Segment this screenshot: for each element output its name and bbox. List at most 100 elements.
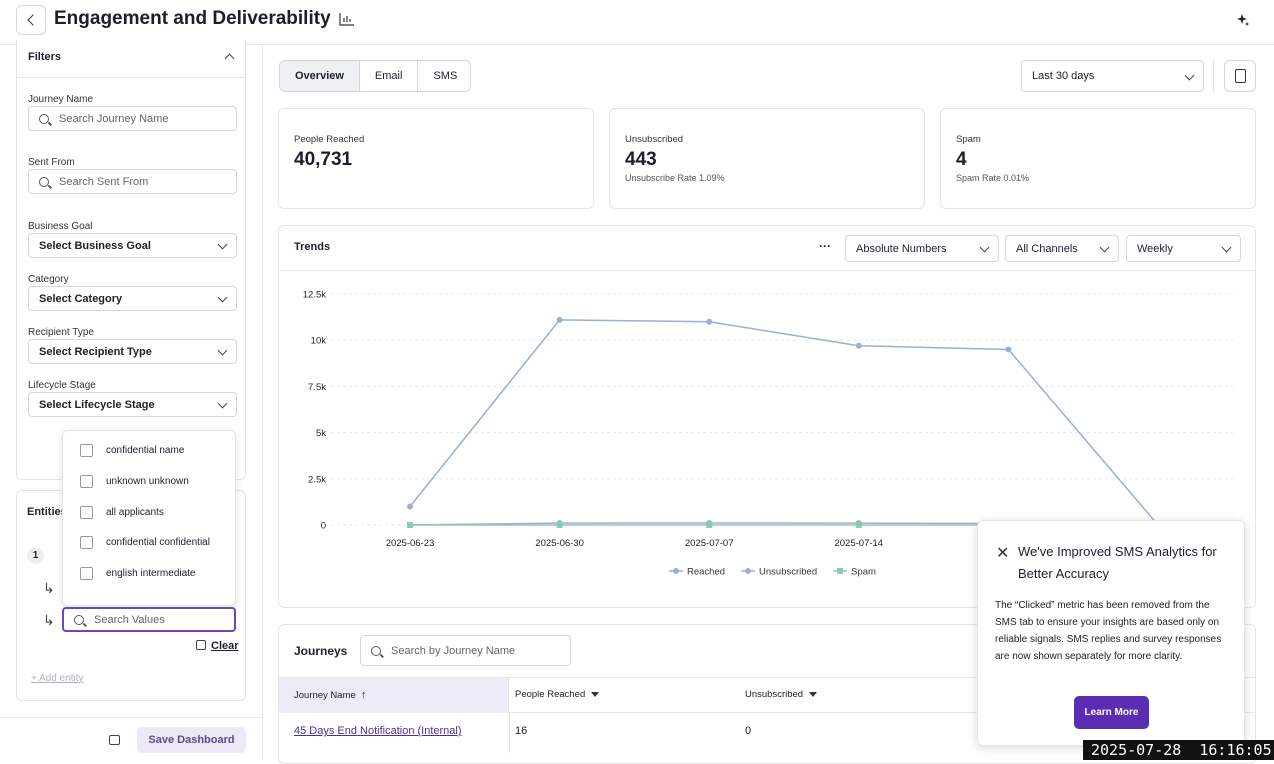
chevron	[218, 399, 228, 409]
learn-more-button[interactable]: Learn More	[1074, 696, 1149, 729]
point	[407, 504, 413, 510]
search-input[interactable]: Search Sent From	[28, 169, 237, 194]
point	[557, 317, 563, 323]
trend-select[interactable]: Absolute Numbers	[845, 235, 999, 262]
kpi-sub: Unsubscribe Rate 1.09%	[625, 173, 725, 183]
trend-select[interactable]: All Channels	[1005, 235, 1119, 262]
option[interactable]: english intermediate	[80, 567, 196, 580]
journey-search[interactable]: Search by Journey Name	[360, 635, 571, 666]
select-input[interactable]: Select Category	[28, 286, 237, 311]
report-button[interactable]	[1224, 60, 1256, 92]
chevron	[218, 293, 228, 303]
y-tick-label: 5k	[316, 428, 326, 439]
option[interactable]: all applicants	[80, 506, 164, 519]
point	[856, 343, 862, 349]
legend-marker	[745, 568, 751, 574]
x-tick-label: 2025-07-14	[834, 538, 883, 549]
y-tick-label: 2.5k	[308, 474, 326, 485]
point	[706, 522, 712, 528]
x-tick-label: 2025-06-30	[535, 538, 584, 549]
select-input[interactable]: Select Lifecycle Stage	[28, 392, 237, 417]
series-line	[410, 320, 1158, 525]
chevron	[1222, 243, 1232, 253]
tab[interactable]: SMS	[418, 61, 471, 91]
sparkle-icon[interactable]	[1236, 13, 1250, 27]
chart-icon	[339, 12, 355, 26]
column-header[interactable]: Unsubscribed	[745, 689, 817, 700]
back-button[interactable]	[16, 5, 46, 35]
clear-icon	[196, 640, 206, 650]
search-icon	[39, 114, 49, 124]
chevron	[218, 346, 228, 356]
chevron	[218, 240, 228, 250]
kpi-value: 40,731	[294, 149, 352, 171]
select-input[interactable]: Select Recipient Type	[28, 339, 237, 364]
legend-marker	[673, 568, 679, 574]
divider	[1213, 60, 1214, 92]
column-header[interactable]: Journey Name ↑	[294, 689, 366, 701]
column-title: Journey Name	[294, 690, 356, 701]
field-label: Recipient Type	[28, 327, 94, 338]
date-range-select[interactable]: Last 30 days	[1021, 60, 1204, 92]
search-input[interactable]: Search Journey Name	[28, 106, 237, 131]
x-tick-label: 2025-06-23	[386, 538, 435, 549]
y-tick-label: 10k	[311, 336, 327, 347]
journeys-title: Journeys	[294, 644, 347, 658]
sort-icon: ↑	[361, 689, 367, 701]
checkbox[interactable]	[80, 444, 93, 457]
popup-body: The “Clicked” metric has been removed fr…	[995, 597, 1233, 665]
tab[interactable]: Overview	[280, 61, 360, 91]
kpi-sub: Spam Rate 0.01%	[956, 173, 1029, 183]
column-header[interactable]: People Reached	[515, 689, 599, 700]
checkbox[interactable]	[80, 475, 93, 488]
col-divider	[509, 713, 510, 753]
more-menu[interactable]: ···	[819, 239, 831, 253]
option[interactable]: confidential confidential	[80, 536, 210, 549]
collapse-icon[interactable]	[225, 54, 235, 64]
legend-label: Unsubscribed	[759, 567, 817, 578]
checkbox[interactable]	[80, 567, 93, 580]
placeholder: Select Business Goal	[39, 240, 151, 252]
select-input[interactable]: Select Business Goal	[28, 233, 237, 258]
close-button[interactable]: ✕	[996, 543, 1009, 563]
kpi-label: People Reached	[294, 134, 364, 145]
option-label: confidential confidential	[106, 537, 210, 548]
field-label: Category	[28, 274, 69, 285]
option[interactable]: confidential name	[80, 444, 184, 457]
tab[interactable]: Email	[360, 61, 419, 91]
table-cell: 16	[515, 725, 527, 737]
field-label: Journey Name	[28, 94, 93, 105]
option-label: confidential name	[106, 445, 184, 456]
save-dashboard-button[interactable]: Save Dashboard	[137, 727, 246, 753]
page-title: Engagement and Deliverability	[54, 8, 331, 30]
checkbox[interactable]	[80, 536, 93, 549]
journey-link[interactable]: 45 Days End Notification (Internal)	[294, 725, 462, 737]
add-entity-text[interactable]: Add entity	[39, 673, 83, 684]
field-label: Lifecycle Stage	[28, 380, 96, 391]
placeholder: Search Sent From	[59, 176, 148, 188]
point	[407, 522, 413, 528]
option-label: english intermediate	[106, 568, 196, 579]
add-entity[interactable]: + Add entity	[31, 673, 84, 684]
placeholder: Select Recipient Type	[39, 346, 152, 358]
dropdown-menu: confidential name unknown unknown all appl…	[62, 430, 236, 606]
trend-select[interactable]: Weekly	[1126, 235, 1241, 262]
search-icon	[39, 177, 49, 187]
search-values[interactable]: Search Values	[62, 607, 236, 632]
option[interactable]: unknown unknown	[80, 475, 189, 488]
entities-title: Entities	[27, 506, 67, 518]
legend-label: Spam	[851, 567, 876, 578]
point	[557, 522, 563, 528]
announcement-popup: ✕ We've Improved SMS Analytics for Bette…	[977, 520, 1245, 746]
collapse-all-icon[interactable]	[109, 735, 120, 745]
divider	[17, 77, 245, 78]
legend-marker	[837, 568, 843, 574]
placeholder: Select Lifecycle Stage	[39, 399, 155, 411]
checkbox[interactable]	[80, 506, 93, 519]
clear-link[interactable]: Clear	[211, 640, 239, 652]
y-tick-label: 12.5k	[303, 290, 326, 301]
legend-label: Reached	[687, 567, 725, 578]
